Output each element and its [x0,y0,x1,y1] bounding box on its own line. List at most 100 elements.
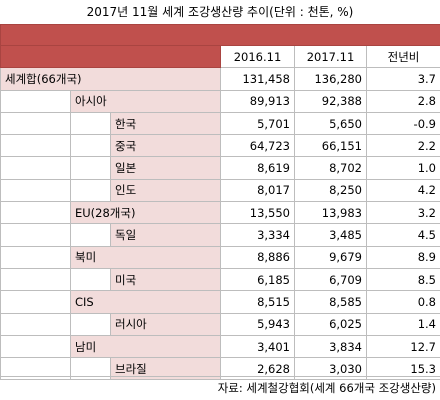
value-2017-cell[interactable]: 3,485 [294,223,367,247]
row-label-cell[interactable]: 러시아 [110,312,221,336]
yoy-cell[interactable]: 3.7 [366,67,440,91]
yoy-cell[interactable]: 12.7 [366,334,440,359]
row-label-cell[interactable]: 인도 [110,178,221,203]
value-2016-cell[interactable]: 89,913 [220,89,295,113]
indent-cell[interactable] [70,267,111,292]
indent-cell[interactable] [0,201,71,225]
yoy-cell[interactable]: 1.4 [366,312,440,336]
value-2016-cell[interactable]: 5,701 [220,111,295,136]
table-row: EU(28개국) 13,550 13,983 3.2 [0,201,440,225]
row-label-cell[interactable]: EU(28개국) [70,201,221,225]
table-row: CIS 8,515 8,585 0.8 [0,290,440,314]
value-2017-cell[interactable]: 6,709 [294,267,367,292]
indent-cell[interactable] [70,111,111,136]
table-row: 일본 8,619 8,702 1.0 [0,156,440,180]
header-red-cell[interactable] [0,24,440,46]
table-row: 인도 8,017 8,250 4.2 [0,178,440,203]
header-label-cell[interactable] [0,44,221,69]
column-header-2016[interactable]: 2016.11 [220,44,295,69]
value-2017-cell[interactable]: 3,834 [294,334,367,359]
row-label-cell[interactable]: 한국 [110,111,221,136]
table-title[interactable]: 2017년 11월 세계 조강생산량 추이(단위 : 천톤, %) [0,0,440,25]
yoy-cell[interactable]: 15.3 [366,357,440,381]
table-row: 독일 3,334 3,485 4.5 [0,223,440,247]
row-label-cell[interactable]: 아시아 [70,89,221,113]
yoy-cell[interactable]: 2.2 [366,134,440,158]
column-header-2017[interactable]: 2017.11 [294,44,367,69]
value-2016-cell[interactable]: 64,723 [220,134,295,158]
value-2017-cell[interactable]: 5,650 [294,111,367,136]
value-2016-cell[interactable]: 131,458 [220,67,295,91]
indent-cell[interactable] [0,156,71,180]
row-label-cell[interactable]: 남미 [70,334,221,359]
table-body: 2016.11 2017.11 전년비 세계합(66개국) 131,458 136,… [0,24,440,381]
column-header-yoy[interactable]: 전년비 [366,44,440,69]
value-2016-cell[interactable]: 8,886 [220,245,295,269]
yoy-cell[interactable]: 4.5 [366,223,440,247]
value-2017-cell[interactable]: 9,679 [294,245,367,269]
table-row: 중국 64,723 66,151 2.2 [0,134,440,158]
yoy-cell[interactable]: 0.8 [366,290,440,314]
row-label-cell[interactable]: 북미 [70,245,221,269]
indent-cell[interactable] [0,223,71,247]
row-label-cell[interactable]: 브라질 [110,357,221,381]
value-2017-cell[interactable]: 8,585 [294,290,367,314]
value-2016-cell[interactable]: 8,515 [220,290,295,314]
indent-cell[interactable] [0,312,71,336]
table-row: 한국 5,701 5,650 -0.9 [0,111,440,136]
value-2017-cell[interactable]: 92,388 [294,89,367,113]
row-label-cell[interactable]: 중국 [110,134,221,158]
yoy-cell[interactable]: -0.9 [366,111,440,136]
value-2016-cell[interactable]: 3,401 [220,334,295,359]
indent-cell[interactable] [70,223,111,247]
value-2017-cell[interactable]: 8,250 [294,178,367,203]
indent-cell[interactable] [70,312,111,336]
indent-cell[interactable] [0,290,71,314]
table-row: 러시아 5,943 6,025 1.4 [0,312,440,336]
steel-production-table: 2016.11 2017.11 전년비 세계합(66개국) 131,458 136,… [0,24,440,381]
value-2016-cell[interactable]: 2,628 [220,357,295,381]
row-label-cell[interactable]: CIS [70,290,221,314]
table-row: 세계합(66개국) 131,458 136,280 3.7 [0,67,440,91]
value-2017-cell[interactable]: 13,983 [294,201,367,225]
header-row: 2016.11 2017.11 전년비 [0,44,440,69]
indent-cell[interactable] [0,245,71,269]
indent-cell[interactable] [0,357,71,381]
value-2017-cell[interactable]: 8,702 [294,156,367,180]
indent-cell[interactable] [0,334,71,359]
indent-cell[interactable] [70,156,111,180]
value-2016-cell[interactable]: 6,185 [220,267,295,292]
row-label-cell[interactable]: 미국 [110,267,221,292]
yoy-cell[interactable]: 2.8 [366,89,440,113]
value-2016-cell[interactable]: 8,619 [220,156,295,180]
value-2016-cell[interactable]: 8,017 [220,178,295,203]
indent-cell[interactable] [0,178,71,203]
yoy-cell[interactable]: 4.2 [366,178,440,203]
yoy-cell[interactable]: 1.0 [366,156,440,180]
indent-cell[interactable] [70,134,111,158]
value-2017-cell[interactable]: 66,151 [294,134,367,158]
indent-cell[interactable] [70,357,111,381]
row-label-cell[interactable]: 세계합(66개국) [0,67,221,91]
yoy-cell[interactable]: 3.2 [366,201,440,225]
indent-cell[interactable] [0,267,71,292]
yoy-cell[interactable]: 8.5 [366,267,440,292]
indent-cell[interactable] [70,178,111,203]
row-label-cell[interactable]: 독일 [110,223,221,247]
indent-cell[interactable] [0,111,71,136]
yoy-cell[interactable]: 8.9 [366,245,440,269]
row-label-cell[interactable]: 일본 [110,156,221,180]
value-2016-cell[interactable]: 13,550 [220,201,295,225]
value-2017-cell[interactable]: 3,030 [294,357,367,381]
value-2017-cell[interactable]: 136,280 [294,67,367,91]
table-row: 남미 3,401 3,834 12.7 [0,334,440,359]
value-2017-cell[interactable]: 6,025 [294,312,367,336]
value-2016-cell[interactable]: 5,943 [220,312,295,336]
table-row: 북미 8,886 9,679 8.9 [0,245,440,269]
value-2016-cell[interactable]: 3,334 [220,223,295,247]
indent-cell[interactable] [0,89,71,113]
indent-cell[interactable] [0,134,71,158]
source-note[interactable]: 자료: 세계철강협회(세계 66개국 조강생산량) [0,376,440,399]
header-red-row [0,24,440,46]
